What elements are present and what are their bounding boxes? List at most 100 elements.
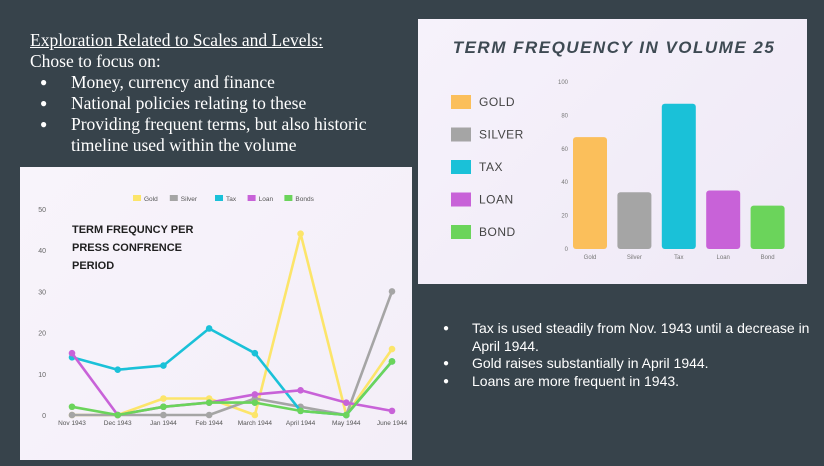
legend-swatch (451, 192, 471, 207)
legend-swatch (133, 195, 141, 201)
x-tick-label: Gold (584, 255, 597, 261)
bar (661, 103, 696, 250)
bar-chart-bars (573, 103, 785, 250)
y-tick-label: 30 (38, 289, 46, 296)
data-point (251, 391, 259, 398)
legend-label: Tax (226, 196, 237, 203)
legend-label: GOLD (479, 95, 515, 109)
data-point (114, 366, 122, 373)
intro-subheading: Chose to focus on: (30, 51, 161, 71)
legend-label: Silver (181, 196, 198, 203)
y-tick-label: 40 (561, 180, 568, 186)
intro-list-item: Money, currency and finance (30, 72, 415, 93)
intro-list-item: National policies relating to these (30, 93, 415, 114)
line-chart-series (68, 230, 396, 419)
data-point (114, 411, 122, 419)
series-line (72, 290, 394, 417)
legend-label: TAX (479, 160, 503, 174)
y-tick-label: 0 (42, 413, 46, 420)
data-point (205, 411, 213, 419)
legend-swatch (451, 127, 471, 142)
data-point (342, 411, 350, 419)
legend-label: Gold (144, 196, 158, 203)
line-chart-card: Gold Silver Tax Loan Bonds TERM FREQUNCY PER… (20, 167, 412, 460)
data-point (388, 407, 396, 415)
data-point (68, 411, 76, 419)
x-tick-label: Silver (627, 255, 642, 261)
series-line (72, 232, 394, 417)
data-point (160, 403, 167, 411)
data-point (205, 325, 213, 332)
intro-heading: Exploration Related to Scales and Levels… (30, 30, 324, 50)
legend-swatch (451, 225, 471, 239)
data-point (160, 362, 167, 369)
y-tick-label: 80 (561, 113, 568, 119)
x-tick-label: Nov 1943 (58, 420, 86, 427)
summary-bullets: Tax is used steadily from Nov. 1943 unti… (436, 320, 816, 390)
intro-list-item: Providing frequent terms, but also histo… (30, 114, 415, 156)
legend-label: SILVER (479, 128, 524, 142)
x-tick-label: Feb 1944 (195, 420, 223, 427)
legend-swatch (215, 195, 223, 201)
y-tick-label: 20 (561, 214, 568, 220)
bar (617, 192, 652, 249)
x-tick-label: June 1944 (377, 420, 408, 427)
data-point (251, 399, 259, 406)
legend-label: Loan (259, 196, 274, 203)
bar (706, 190, 741, 249)
bar (750, 205, 785, 249)
data-point (388, 345, 396, 353)
data-point (160, 395, 167, 402)
y-tick-label: 60 (561, 147, 568, 153)
y-tick-label: 40 (38, 248, 46, 255)
data-point (160, 411, 167, 419)
y-tick-label: 20 (38, 331, 46, 338)
legend-swatch (451, 95, 471, 109)
data-point (388, 358, 396, 365)
bar-chart-card: TERM FREQUENCY IN VOLUME 25 GOLD SILVER TA… (418, 19, 807, 284)
summary-list-item: Gold raises substantially in April 1944. (436, 355, 816, 373)
x-tick-label: Loan (717, 255, 730, 261)
y-tick-label: 10 (38, 372, 46, 379)
data-point (388, 288, 396, 295)
x-tick-label: Tax (674, 255, 683, 261)
data-point (68, 349, 76, 357)
x-tick-label: March 1944 (238, 420, 273, 427)
bar (573, 137, 607, 249)
legend-label: Bonds (295, 196, 314, 203)
x-tick-label: May 1944 (332, 420, 361, 427)
data-point (342, 399, 350, 406)
legend-swatch (247, 195, 256, 201)
line-chart-y-axis: 0 10 20 30 40 50 (38, 207, 46, 420)
chart-title-line: PERIOD (72, 260, 114, 272)
y-tick-label: 0 (565, 247, 569, 253)
series-line (71, 360, 393, 417)
data-point (251, 411, 259, 419)
data-point (297, 230, 304, 238)
bar-chart-title: TERM FREQUENCY IN VOLUME 25 (453, 38, 776, 57)
data-point (251, 349, 259, 357)
x-tick-label: April 1944 (286, 420, 316, 427)
y-tick-label: 100 (558, 80, 569, 86)
x-tick-label: Dec 1943 (104, 420, 132, 427)
legend-swatch (451, 160, 471, 174)
line-chart-legend: Gold Silver Tax Loan Bonds (133, 195, 315, 203)
summary-list: Tax is used steadily from Nov. 1943 unti… (436, 320, 816, 390)
data-point (297, 407, 304, 415)
line-chart: Gold Silver Tax Loan Bonds TERM FREQUNCY PER… (38, 195, 408, 427)
summary-list-item: Loans are more frequent in 1943. (436, 373, 816, 391)
legend-swatch (284, 195, 293, 201)
data-point (205, 399, 213, 406)
line-chart-title: TERM FREQUNCY PER PRESS CONFRENCE PERIOD (72, 224, 193, 272)
bar-chart: TERM FREQUENCY IN VOLUME 25 GOLD SILVER TA… (451, 38, 785, 261)
intro-list: Money, currency and finance National pol… (30, 72, 415, 156)
legend-label: BOND (479, 225, 516, 239)
data-point (297, 386, 304, 394)
legend-label: LOAN (479, 193, 514, 207)
x-tick-label: Jan 1944 (150, 420, 177, 427)
line-chart-x-axis: Nov 1943 Dec 1943 Jan 1944 Feb 1944 March 19… (58, 420, 407, 427)
bar-chart-legend: GOLD SILVER TAX LOAN BOND (451, 95, 524, 239)
chart-title-line: PRESS CONFRENCE (72, 242, 182, 254)
data-point (68, 403, 76, 411)
chart-title-line: TERM FREQUNCY PER (72, 224, 193, 236)
